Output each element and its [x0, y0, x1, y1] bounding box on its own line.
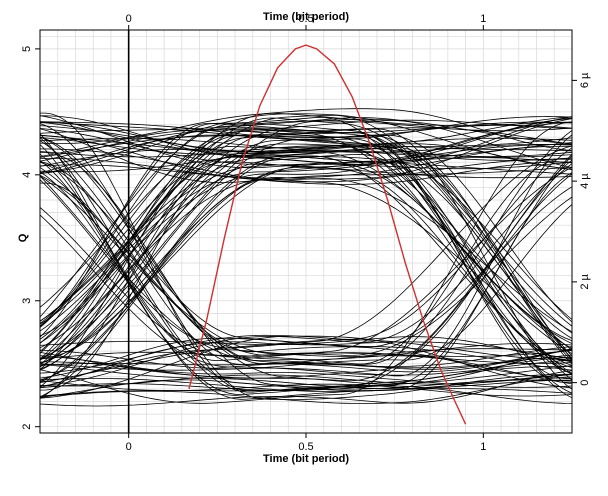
y-tick-label-1: 3	[21, 298, 33, 304]
ticks-layer: 0 0 0.5 0.5 1 1 2 3 4 5 0 2 µ 4 µ 6 µ	[21, 13, 591, 453]
x-tick-label-top-2: 1	[480, 13, 486, 25]
y2-tick-label-2: 4 µ	[579, 173, 591, 189]
x-tick-label-bottom-2: 1	[480, 441, 486, 453]
x-tick-label-top-1: 0.5	[298, 13, 313, 25]
x-axis-title-top: Time (bit period)	[263, 11, 349, 23]
x-axis-title-bottom: Time (bit period)	[263, 453, 349, 465]
y2-tick-label-0: 0	[579, 380, 591, 386]
y2-tick-label-1: 2 µ	[579, 273, 591, 289]
x-tick-label-bottom-0: 0	[126, 441, 132, 453]
y-axis-title: Q	[17, 233, 29, 242]
q-curve-layer	[188, 44, 467, 425]
x-tick-label-top-0: 0	[126, 13, 132, 25]
x-tick-label-bottom-1: 0.5	[298, 441, 313, 453]
y2-tick-label-3: 6 µ	[579, 72, 591, 88]
y-tick-label-0: 2	[21, 424, 33, 430]
q-factor-curve	[188, 44, 467, 425]
y-tick-label-2: 4	[21, 172, 33, 178]
y-tick-label-3: 5	[21, 46, 33, 52]
